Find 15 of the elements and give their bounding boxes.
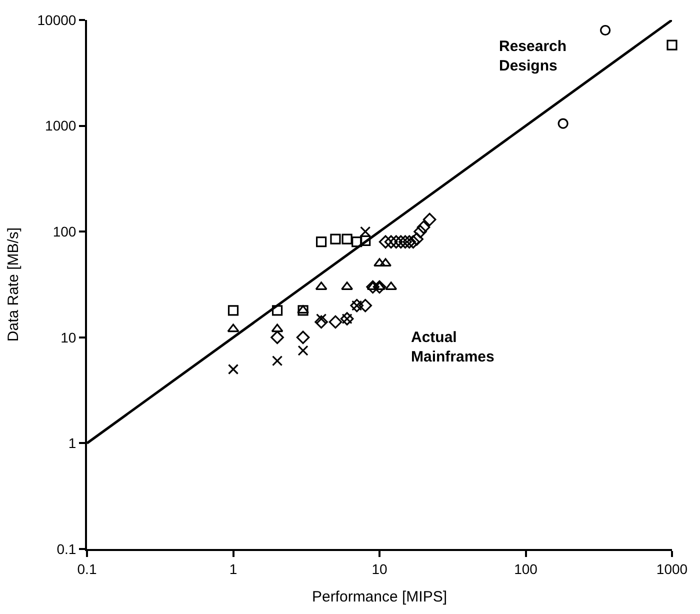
x-axis-title: Performance [MIPS] — [312, 588, 448, 606]
y-tick-label: 1000 — [45, 118, 76, 134]
y-tick-label: 0.1 — [56, 540, 76, 557]
x-tick-label: 0.1 — [77, 560, 97, 577]
x-tick-label: 100 — [514, 560, 538, 577]
x-tick-label: 1000 — [656, 560, 688, 577]
x-tick-label: 1 — [229, 560, 238, 577]
y-tick-label: 10 — [60, 329, 76, 346]
annotation: Actual Mainframes — [411, 329, 494, 366]
annotation: Research Designs — [499, 38, 567, 74]
y-tick-label: 100 — [52, 224, 76, 240]
y-axis-title: Data Rate [MB/s] — [5, 227, 22, 342]
y-tick-label: 10000 — [37, 12, 76, 28]
y-tick-label: 1 — [68, 435, 76, 452]
x-tick-label: 10 — [372, 560, 388, 577]
